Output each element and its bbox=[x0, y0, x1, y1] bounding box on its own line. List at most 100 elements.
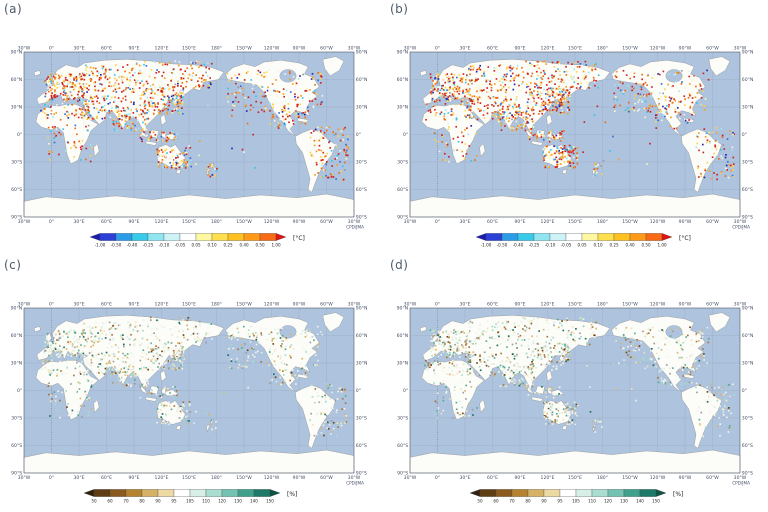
svg-text:0°: 0° bbox=[49, 475, 54, 481]
svg-text:0°: 0° bbox=[403, 132, 408, 138]
map-panel-canvas: 30°W30°W0°0°30°E30°E60°E60°E90°E90°E120°… bbox=[397, 301, 754, 503]
svg-text:30°E: 30°E bbox=[459, 219, 470, 225]
svg-text:90°S: 90°S bbox=[356, 215, 367, 221]
station-dots bbox=[41, 316, 348, 438]
colorbar-right-arrow bbox=[655, 489, 667, 497]
svg-text:60°N: 60°N bbox=[742, 77, 754, 83]
panel-label: (b) bbox=[390, 2, 409, 16]
svg-text:90°N: 90°N bbox=[742, 50, 754, 56]
panel-b-body: 30°W 30°W 0° 0° 30°E 30°E 60°E 60°E 90°E 90°E 120°… bbox=[388, 0, 768, 256]
panel-a-body: 30°W 30°W 0° 0° 30°E 30°E 60°E 60°E 90°E 90°E 120°… bbox=[2, 0, 386, 256]
svg-text:60°W: 60°W bbox=[320, 475, 333, 481]
hudson-bay bbox=[665, 69, 683, 83]
svg-text:60: 60 bbox=[107, 499, 113, 504]
credit-label: CPD/JMA bbox=[346, 225, 364, 230]
panel-d-body: 30°W 30°W 0° 0° 30°E 30°E 60°E 60°E 90°E 90°E 120°… bbox=[388, 256, 768, 512]
svg-text:90°N: 90°N bbox=[397, 50, 409, 56]
panel-label: (a) bbox=[4, 2, 23, 16]
colorbar-ticks: -1.00 -0.50 -0.40 -0.25 -0.10 -0.05 0.05 0.10 0.… bbox=[481, 243, 667, 248]
credit-label: CPD/JMA bbox=[346, 481, 364, 486]
world-map bbox=[409, 51, 741, 218]
svg-text:90°E: 90°E bbox=[514, 219, 525, 225]
colorbar-temp: -1.00 -0.50 -0.40 -0.25 -0.10 -0.05 0.05 0.10 0.… bbox=[89, 233, 305, 248]
svg-text:30°E: 30°E bbox=[73, 475, 84, 481]
svg-text:30°W: 30°W bbox=[734, 45, 747, 51]
svg-text:120°E: 120°E bbox=[541, 219, 555, 225]
svg-text:60°E: 60°E bbox=[101, 219, 112, 225]
svg-text:30°N: 30°N bbox=[11, 361, 23, 367]
svg-text:60°S: 60°S bbox=[356, 443, 367, 449]
svg-text:150°E: 150°E bbox=[182, 301, 196, 307]
svg-text:180°: 180° bbox=[597, 45, 608, 51]
svg-text:60°W: 60°W bbox=[706, 45, 719, 51]
panel-b: 30°W 30°W 0° 0° 30°E 30°E 60°E 60°E 90°E 90°E 120°… bbox=[388, 0, 768, 256]
panel-c: 30°W 30°W 0° 0° 30°E 30°E 60°E 60°E 90°E 90°E 120°… bbox=[2, 256, 382, 512]
map-frame bbox=[409, 51, 741, 218]
svg-text:0°: 0° bbox=[356, 388, 361, 394]
svg-text:180°: 180° bbox=[211, 45, 222, 51]
svg-text:90°S: 90°S bbox=[11, 471, 22, 477]
svg-text:60°N: 60°N bbox=[11, 77, 23, 83]
svg-text:120°E: 120°E bbox=[155, 475, 169, 481]
svg-text:60°E: 60°E bbox=[487, 219, 498, 225]
svg-text:60°N: 60°N bbox=[356, 77, 368, 83]
svg-text:60°S: 60°S bbox=[742, 187, 753, 193]
svg-text:90°S: 90°S bbox=[11, 215, 22, 221]
svg-text:30°N: 30°N bbox=[356, 105, 368, 111]
svg-text:0°: 0° bbox=[49, 301, 54, 307]
svg-text:60°S: 60°S bbox=[11, 443, 22, 449]
svg-text:60°W: 60°W bbox=[320, 45, 333, 51]
world-map bbox=[23, 51, 355, 218]
svg-text:30°N: 30°N bbox=[397, 105, 409, 111]
svg-text:90°W: 90°W bbox=[293, 219, 306, 225]
svg-text:60°W: 60°W bbox=[320, 219, 333, 225]
svg-text:90°E: 90°E bbox=[128, 45, 139, 51]
svg-text:30°W: 30°W bbox=[18, 219, 31, 225]
svg-text:150°W: 150°W bbox=[236, 45, 252, 51]
colorbar-unit: [°C] bbox=[293, 235, 305, 242]
credit-label: CPD/JMA bbox=[732, 225, 750, 230]
svg-text:150°E: 150°E bbox=[568, 219, 582, 225]
world-map bbox=[409, 307, 741, 474]
svg-text:150°W: 150°W bbox=[622, 219, 638, 225]
svg-text:90°S: 90°S bbox=[397, 215, 408, 221]
svg-text:90°E: 90°E bbox=[128, 301, 139, 307]
svg-text:90°W: 90°W bbox=[293, 45, 306, 51]
map-panel-canvas: 30°W30°W0°0°30°E30°E60°E60°E90°E90°E120°… bbox=[11, 45, 368, 248]
svg-text:60°S: 60°S bbox=[356, 187, 367, 193]
hudson-bay bbox=[279, 325, 297, 339]
colorbar-left-arrow bbox=[83, 489, 95, 497]
axis-labels: 30°W 30°W 0° 0° 30°E 30°E 60°E 60°E 90°E 90°E 120°… bbox=[397, 45, 754, 225]
colorbar-temp: -1.00 -0.50 -0.40 -0.25 -0.10 -0.05 0.05 0.10 0.… bbox=[475, 233, 691, 248]
colorbar-left-arrow bbox=[475, 233, 487, 241]
svg-text:0.25: 0.25 bbox=[609, 243, 619, 248]
svg-text:30°W: 30°W bbox=[348, 301, 361, 307]
map-frame bbox=[409, 307, 741, 474]
svg-text:60°S: 60°S bbox=[397, 187, 408, 193]
svg-text:30°W: 30°W bbox=[348, 45, 361, 51]
svg-text:0°: 0° bbox=[435, 45, 440, 51]
svg-text:90°N: 90°N bbox=[11, 50, 23, 56]
colorbar-ticks: 50 60 70 80 90 95 105 110 120 130 140 150 bbox=[91, 499, 274, 504]
svg-text:50: 50 bbox=[91, 499, 97, 504]
svg-text:60°N: 60°N bbox=[11, 333, 23, 339]
svg-text:30°E: 30°E bbox=[73, 219, 84, 225]
hudson-bay bbox=[665, 325, 683, 339]
svg-text:-1.00: -1.00 bbox=[481, 243, 492, 248]
svg-text:-0.50: -0.50 bbox=[111, 243, 122, 248]
svg-text:30°W: 30°W bbox=[348, 219, 361, 225]
svg-text:150°E: 150°E bbox=[182, 219, 196, 225]
svg-text:0.40: 0.40 bbox=[239, 243, 249, 248]
svg-text:-0.25: -0.25 bbox=[143, 243, 154, 248]
svg-text:30°E: 30°E bbox=[459, 45, 470, 51]
svg-text:30°W: 30°W bbox=[18, 301, 31, 307]
svg-text:-0.10: -0.10 bbox=[159, 243, 170, 248]
colorbar-unit: [°C] bbox=[679, 235, 691, 242]
svg-text:-0.05: -0.05 bbox=[175, 243, 186, 248]
svg-text:150°W: 150°W bbox=[236, 475, 252, 481]
svg-text:120°W: 120°W bbox=[264, 45, 280, 51]
svg-text:150°W: 150°W bbox=[622, 45, 638, 51]
svg-text:150°W: 150°W bbox=[236, 219, 252, 225]
svg-text:180°: 180° bbox=[597, 219, 608, 225]
svg-text:30°E: 30°E bbox=[73, 301, 84, 307]
